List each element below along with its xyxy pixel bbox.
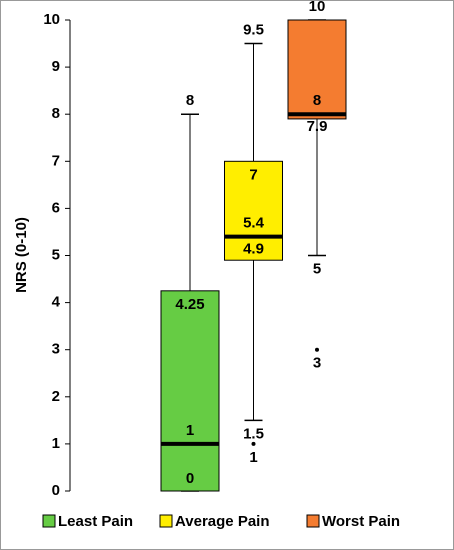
median-label: 8 xyxy=(313,92,321,109)
y-tick-label: 7 xyxy=(52,152,60,169)
max-label: 10 xyxy=(309,0,326,15)
y-tick-label: 0 xyxy=(52,482,60,499)
legend-swatch xyxy=(306,514,320,528)
legend-swatch xyxy=(159,514,173,528)
q1-label: 4.9 xyxy=(243,241,264,258)
outlier xyxy=(251,441,256,446)
y-tick-label: 2 xyxy=(52,388,60,405)
y-tick-label: 6 xyxy=(52,199,60,216)
y-axis-title: NRS (0-10) xyxy=(13,217,30,293)
box xyxy=(287,19,347,120)
median-label: 1 xyxy=(186,422,194,439)
median-label: 5.4 xyxy=(243,215,265,232)
min-label: 5 xyxy=(313,260,321,277)
y-tick-label: 5 xyxy=(52,246,60,263)
q1-label: 0 xyxy=(186,470,194,487)
box xyxy=(224,160,283,261)
outlier-label: 3 xyxy=(313,355,321,372)
q3-label: 4.25 xyxy=(175,296,204,313)
outlier-label: 1 xyxy=(249,449,257,466)
y-tick-label: 10 xyxy=(43,11,60,28)
y-tick-label: 8 xyxy=(52,105,60,122)
legend-label: Least Pain xyxy=(58,513,133,530)
max-label: 8 xyxy=(186,92,194,109)
q3-label: 7 xyxy=(249,166,257,183)
y-tick-label: 9 xyxy=(52,58,60,75)
outlier xyxy=(315,347,319,352)
box xyxy=(160,290,220,492)
legend-label: Worst Pain xyxy=(322,513,400,530)
y-tick-label: 4 xyxy=(52,294,61,311)
y-tick-label: 3 xyxy=(52,341,60,358)
legend-label: Average Pain xyxy=(175,513,270,530)
legend-swatch xyxy=(42,514,56,528)
min-label: 1.5 xyxy=(243,425,264,442)
y-tick-label: 1 xyxy=(52,435,60,452)
max-label: 9.5 xyxy=(243,22,264,39)
q1-label: 7.9 xyxy=(307,118,328,135)
